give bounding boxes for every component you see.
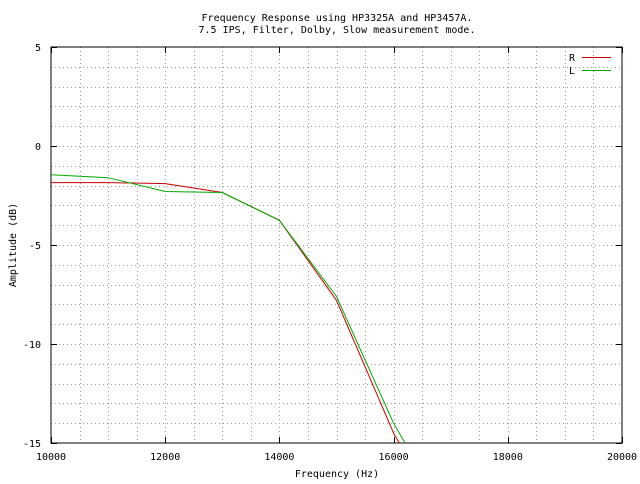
legend-label-l: L	[569, 66, 575, 77]
chart-subtitle: 7.5 IPS, Filter, Dolby, Slow measurement…	[199, 25, 476, 36]
y-tick-label: -15	[23, 439, 41, 450]
y-tick-label: 0	[35, 142, 41, 153]
series-layer	[50, 174, 406, 444]
y-tick-label: 5	[35, 43, 41, 54]
x-tick-label: 14000	[264, 452, 294, 463]
legend-label-r: R	[569, 53, 576, 64]
grid-layer	[51, 47, 622, 443]
y-axis-label: Amplitude (dB)	[8, 203, 19, 287]
x-tick-label: 10000	[36, 452, 66, 463]
x-tick-label: 18000	[493, 452, 523, 463]
y-tick-label: -10	[23, 340, 41, 351]
series-line-l	[50, 174, 406, 444]
tick-layer: 10000 12000 14000 16000 18000 20000 5 0 -5 -10 -15	[23, 43, 637, 463]
y-tick-label: -5	[29, 241, 41, 252]
chart-title: Frequency Response using HP3325A and HP3…	[202, 13, 473, 24]
x-tick-label: 12000	[150, 452, 180, 463]
x-tick-label: 16000	[379, 452, 409, 463]
x-tick-label: 20000	[607, 452, 637, 463]
x-axis-label: Frequency (Hz)	[295, 469, 379, 480]
legend: R L	[569, 53, 611, 77]
